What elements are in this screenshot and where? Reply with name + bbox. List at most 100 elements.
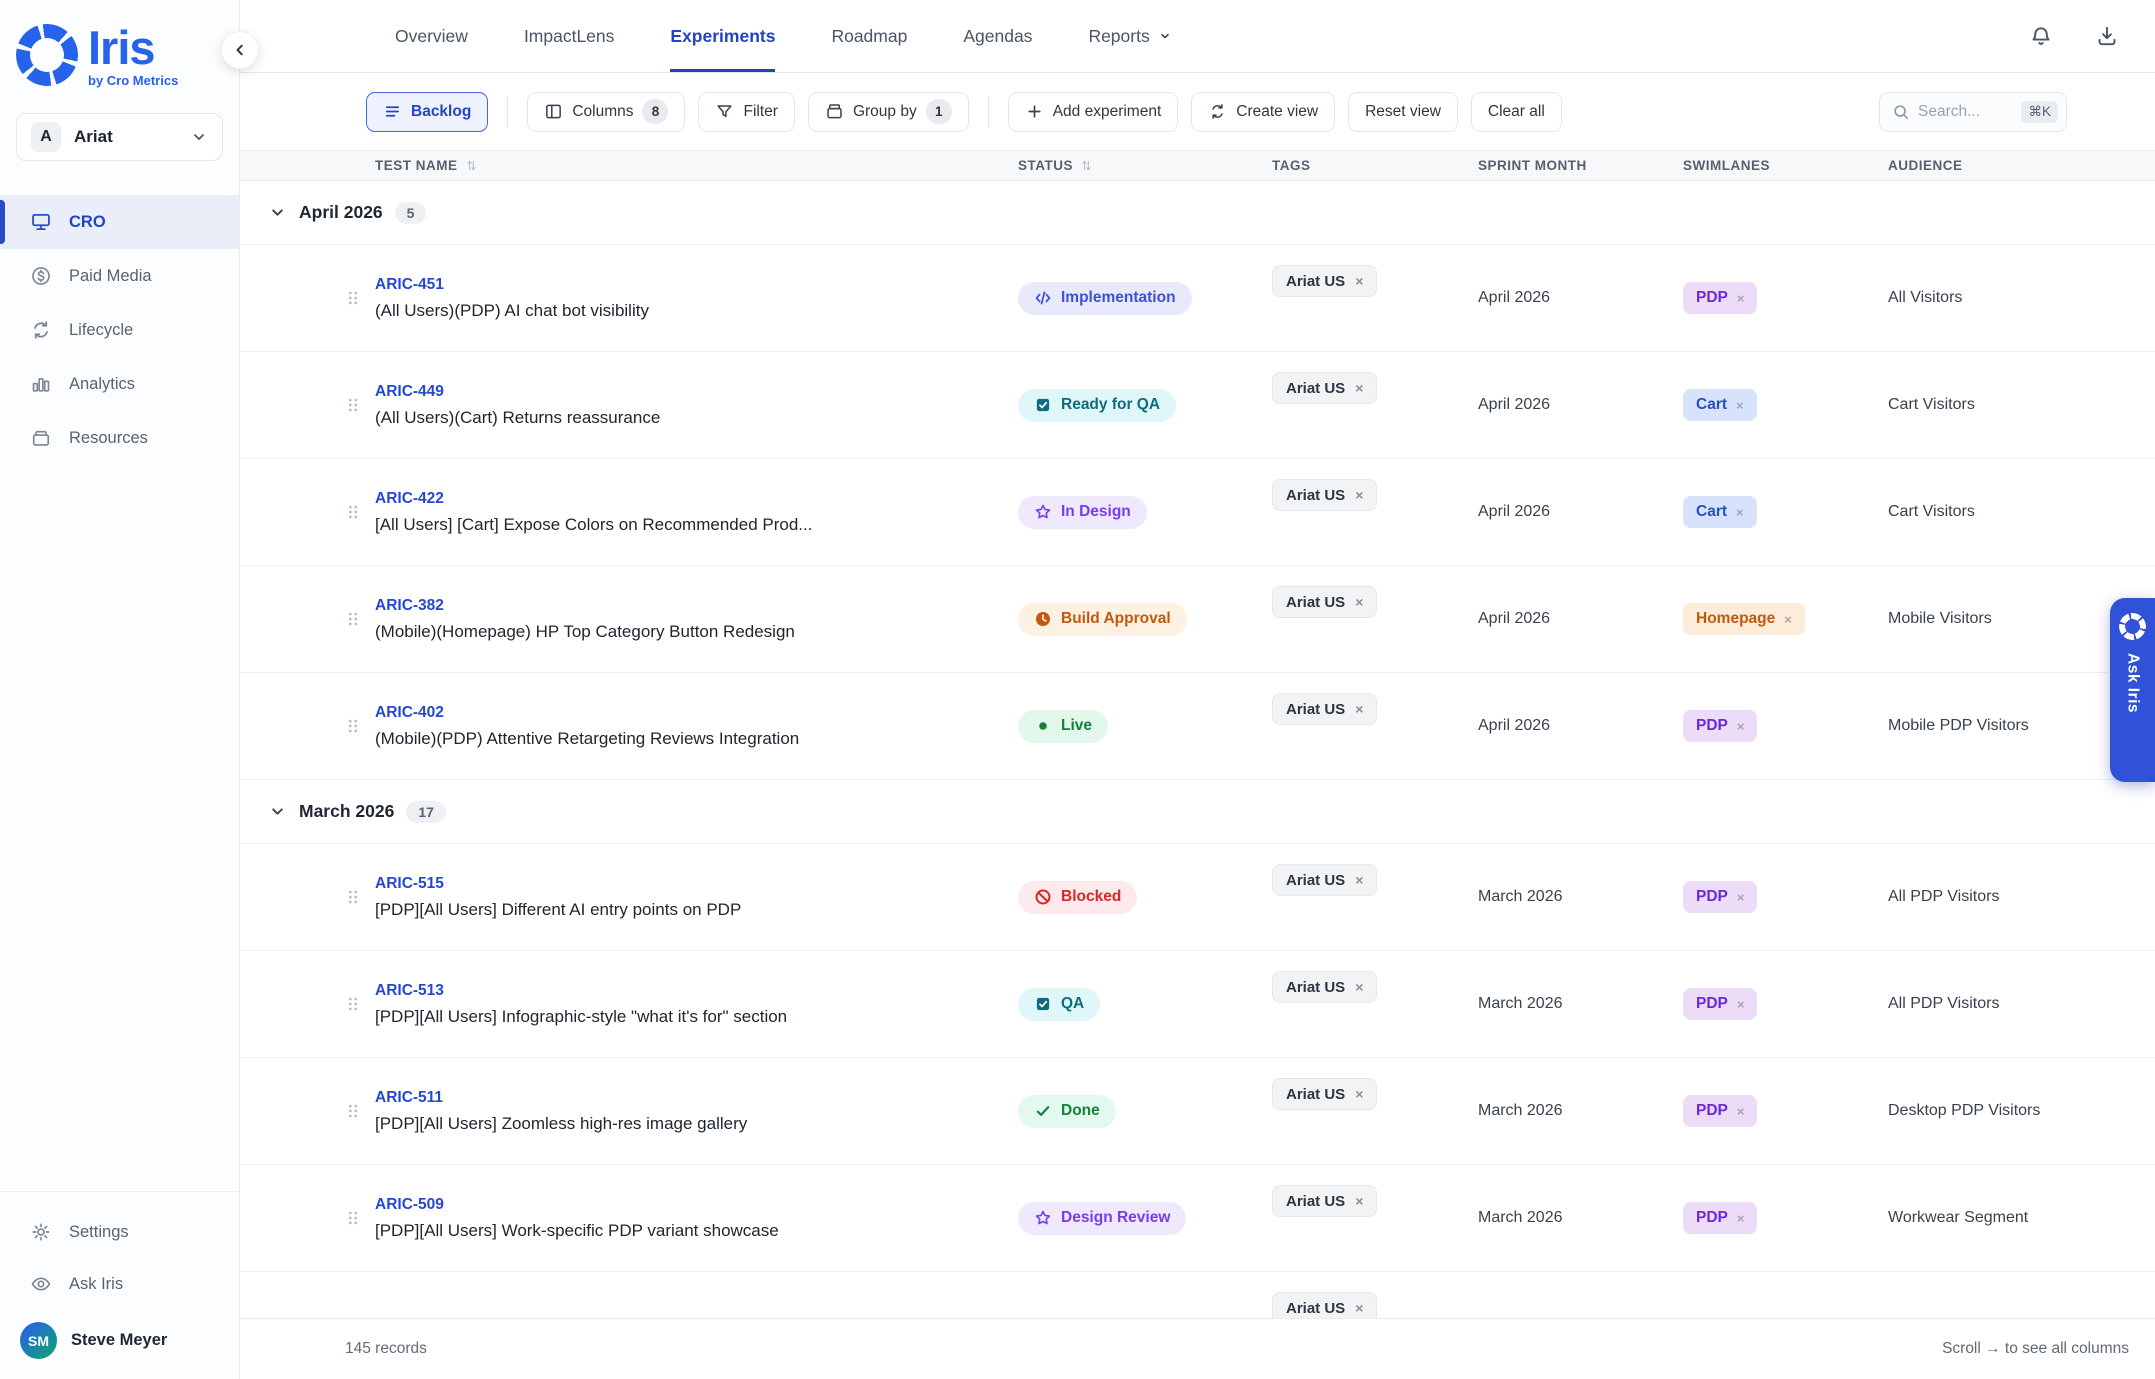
- experiment-id-link[interactable]: ARIC-449: [375, 382, 444, 400]
- backlog-toggle-button[interactable]: Backlog: [366, 91, 489, 132]
- sidebar-item-ask-iris[interactable]: Ask Iris: [0, 1258, 239, 1310]
- remove-swimlane-icon[interactable]: ×: [1736, 290, 1745, 306]
- tab-reports[interactable]: Reports: [1088, 0, 1172, 72]
- columns-button[interactable]: Columns 8: [527, 91, 686, 132]
- remove-tag-icon[interactable]: ×: [1355, 380, 1364, 396]
- tab-impactlens[interactable]: ImpactLens: [524, 0, 614, 72]
- archive-icon: [30, 427, 52, 449]
- remove-swimlane-icon[interactable]: ×: [1736, 889, 1745, 905]
- drag-handle-icon[interactable]: [344, 991, 362, 1017]
- table-row[interactable]: ARIC-449 (All Users)(Cart) Returns reass…: [240, 352, 2155, 459]
- drag-handle-icon[interactable]: [344, 713, 362, 739]
- remove-tag-icon[interactable]: ×: [1355, 1086, 1364, 1102]
- table-row[interactable]: ARIC-382 (Mobile)(Homepage) HP Top Categ…: [240, 566, 2155, 673]
- column-header-test-name[interactable]: TEST NAME: [375, 158, 1018, 173]
- remove-swimlane-icon[interactable]: ×: [1736, 397, 1744, 413]
- group-row-april-2026[interactable]: April 2026 5: [240, 181, 2155, 245]
- sidebar-item-resources[interactable]: Resources: [0, 411, 239, 465]
- remove-tag-icon[interactable]: ×: [1355, 1193, 1364, 1209]
- filter-button[interactable]: Filter: [698, 91, 795, 132]
- sidebar-item-cro[interactable]: CRO: [0, 195, 239, 249]
- experiment-id-link[interactable]: ARIC-515: [375, 874, 444, 892]
- sidebar-item-lifecycle[interactable]: Lifecycle: [0, 303, 239, 357]
- sidebar-item-settings[interactable]: Settings: [0, 1206, 239, 1258]
- notifications-bell-icon[interactable]: [2029, 24, 2053, 48]
- table-row[interactable]: ARIC-509 [PDP][All Users] Work-specific …: [240, 1165, 2155, 1272]
- search-input[interactable]: [1918, 102, 2004, 121]
- chevron-down-icon[interactable]: [268, 203, 287, 222]
- experiment-id-link[interactable]: ARIC-509: [375, 1195, 444, 1213]
- status-badge[interactable]: Ready for QA: [1018, 388, 1177, 422]
- chevron-down-icon[interactable]: [268, 802, 287, 821]
- drag-handle-icon[interactable]: [344, 884, 362, 910]
- remove-swimlane-icon[interactable]: ×: [1736, 504, 1744, 520]
- ask-iris-floating-button[interactable]: Ask Iris: [2110, 598, 2155, 782]
- experiment-title: [PDP][All Users] Zoomless high-res image…: [375, 1113, 748, 1133]
- remove-tag-icon[interactable]: ×: [1355, 594, 1364, 610]
- experiment-id-link[interactable]: ARIC-451: [375, 275, 444, 293]
- drag-handle-icon[interactable]: [344, 499, 362, 525]
- remove-tag-icon[interactable]: ×: [1355, 273, 1364, 289]
- table-row[interactable]: ARIC-402 (Mobile)(PDP) Attentive Retarge…: [240, 673, 2155, 780]
- tab-overview[interactable]: Overview: [395, 0, 468, 72]
- remove-swimlane-icon[interactable]: ×: [1736, 1210, 1745, 1226]
- drag-handle-icon[interactable]: [344, 1205, 362, 1231]
- experiment-id-link[interactable]: ARIC-511: [375, 1088, 444, 1106]
- remove-swimlane-icon[interactable]: ×: [1784, 611, 1792, 627]
- sidebar-item-paid-media[interactable]: Paid Media: [0, 249, 239, 303]
- add-experiment-button[interactable]: Add experiment: [1007, 91, 1179, 132]
- user-menu[interactable]: SM Steve Meyer: [0, 1310, 239, 1359]
- tab-agendas[interactable]: Agendas: [963, 0, 1032, 72]
- remove-tag-icon[interactable]: ×: [1355, 1300, 1364, 1316]
- sort-icon[interactable]: [1079, 158, 1094, 173]
- table-row[interactable]: ARIC-451 (All Users)(PDP) AI chat bot vi…: [240, 245, 2155, 352]
- table-row[interactable]: ARIC-511 [PDP][All Users] Zoomless high-…: [240, 1058, 2155, 1165]
- swimlane-label: Cart: [1696, 503, 1728, 520]
- table-row[interactable]: ARIC-422 [All Users] [Cart] Expose Color…: [240, 459, 2155, 566]
- status-badge[interactable]: Done: [1018, 1094, 1116, 1128]
- experiment-title: (All Users)(Cart) Returns reassurance: [375, 407, 661, 427]
- swimlane-cell: Cart ×: [1683, 496, 1888, 528]
- client-selector[interactable]: A Ariat: [16, 113, 223, 161]
- status-badge[interactable]: In Design: [1018, 495, 1147, 529]
- remove-tag-icon[interactable]: ×: [1355, 872, 1364, 888]
- remove-swimlane-icon[interactable]: ×: [1736, 718, 1745, 734]
- tag-pill: Ariat US ×: [1272, 864, 1378, 896]
- remove-tag-icon[interactable]: ×: [1355, 487, 1364, 503]
- sort-icon[interactable]: [464, 158, 479, 173]
- clear-all-button[interactable]: Clear all: [1470, 91, 1562, 132]
- drag-handle-icon[interactable]: [344, 285, 362, 311]
- status-badge[interactable]: Blocked: [1018, 880, 1138, 914]
- status-badge[interactable]: Live: [1018, 709, 1109, 743]
- remove-tag-icon[interactable]: ×: [1355, 979, 1364, 995]
- create-view-button[interactable]: Create view: [1191, 91, 1336, 132]
- status-badge[interactable]: QA: [1018, 987, 1101, 1021]
- remove-swimlane-icon[interactable]: ×: [1736, 1103, 1745, 1119]
- tab-experiments[interactable]: Experiments: [670, 0, 776, 72]
- group-row-march-2026[interactable]: March 2026 17: [240, 780, 2155, 844]
- experiment-id-link[interactable]: ARIC-422: [375, 489, 444, 507]
- download-icon[interactable]: [2095, 24, 2119, 48]
- reset-view-button[interactable]: Reset view: [1348, 91, 1458, 132]
- experiment-id-link[interactable]: ARIC-513: [375, 981, 444, 999]
- table-row[interactable]: ARIC-515 [PDP][All Users] Different AI e…: [240, 844, 2155, 951]
- sidebar-collapse-button[interactable]: [221, 31, 259, 69]
- drag-handle-icon[interactable]: [344, 606, 362, 632]
- drag-handle-icon[interactable]: [344, 1098, 362, 1124]
- sidebar-item-analytics[interactable]: Analytics: [0, 357, 239, 411]
- remove-swimlane-icon[interactable]: ×: [1736, 996, 1745, 1012]
- test-name-cell: ARIC-422 [All Users] [Cart] Expose Color…: [375, 490, 1018, 535]
- table-row[interactable]: ARIC-513 [PDP][All Users] Infographic-st…: [240, 951, 2155, 1058]
- clock-icon: [1034, 610, 1052, 628]
- status-badge[interactable]: Design Review: [1018, 1201, 1187, 1235]
- status-badge[interactable]: Build Approval: [1018, 602, 1187, 636]
- drag-handle-icon[interactable]: [344, 392, 362, 418]
- remove-tag-icon[interactable]: ×: [1355, 701, 1364, 717]
- status-badge[interactable]: Implementation: [1018, 281, 1192, 315]
- tab-roadmap[interactable]: Roadmap: [831, 0, 907, 72]
- experiment-id-link[interactable]: ARIC-402: [375, 703, 444, 721]
- audience-cell: Mobile Visitors: [1888, 610, 1992, 627]
- experiment-id-link[interactable]: ARIC-382: [375, 596, 444, 614]
- column-header-status[interactable]: STATUS: [1018, 158, 1272, 173]
- group-by-button[interactable]: Group by 1: [807, 91, 969, 132]
